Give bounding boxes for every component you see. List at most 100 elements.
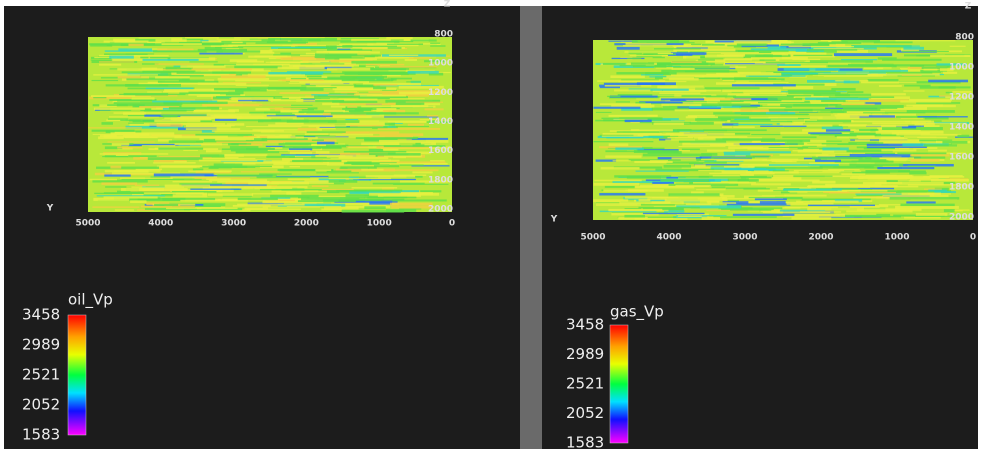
- texture: [743, 195, 776, 199]
- texture: [101, 122, 113, 125]
- texture: [121, 143, 190, 147]
- texture: [152, 100, 218, 103]
- texture: [249, 111, 293, 114]
- texture: [387, 43, 437, 45]
- texture: [195, 207, 226, 209]
- texture: [343, 150, 407, 153]
- texture: [93, 107, 145, 110]
- texture: [835, 94, 850, 97]
- texture: [104, 174, 131, 177]
- texture: [872, 122, 926, 125]
- texture: [682, 55, 701, 59]
- texture: [854, 139, 870, 142]
- texture: [89, 43, 155, 46]
- texture: [874, 182, 944, 185]
- texture: [809, 60, 873, 63]
- texture: [821, 99, 846, 103]
- texture: [420, 190, 442, 193]
- texture: [407, 70, 439, 74]
- texture: [164, 184, 233, 188]
- texture: [605, 155, 642, 158]
- texture: [387, 77, 412, 80]
- texture: [716, 82, 774, 85]
- texture: [899, 67, 911, 70]
- texture: [129, 123, 171, 126]
- texture: [920, 125, 940, 128]
- texture: [347, 145, 392, 149]
- texture: [311, 156, 339, 159]
- texture: [235, 84, 269, 86]
- texture: [238, 143, 263, 146]
- texture: [855, 193, 911, 195]
- texture: [278, 142, 312, 146]
- texture: [225, 93, 241, 96]
- texture: [318, 86, 354, 88]
- texture: [878, 204, 905, 206]
- texture: [235, 89, 267, 92]
- texture: [689, 103, 751, 107]
- texture: [385, 38, 429, 42]
- texture: [834, 199, 863, 202]
- texture: [723, 61, 763, 65]
- texture: [743, 188, 770, 190]
- texture: [631, 40, 680, 43]
- texture: [711, 186, 726, 188]
- texture: [863, 67, 884, 70]
- texture: [430, 42, 441, 44]
- texture: [668, 183, 739, 186]
- texture: [655, 168, 715, 172]
- texture: [611, 104, 655, 108]
- texture: [733, 126, 755, 129]
- texture: [843, 80, 860, 84]
- texture: [222, 154, 268, 157]
- texture: [274, 107, 291, 111]
- texture: [328, 177, 392, 180]
- texture: [779, 154, 829, 156]
- texture: [619, 201, 684, 205]
- texture: [339, 58, 377, 61]
- texture: [833, 53, 893, 57]
- texture: [99, 61, 135, 63]
- texture: [237, 197, 278, 201]
- texture: [928, 149, 947, 152]
- texture: [361, 168, 384, 171]
- texture: [354, 93, 406, 97]
- texture: [340, 166, 377, 169]
- texture: [732, 109, 800, 113]
- texture: [886, 180, 909, 183]
- texture: [942, 71, 958, 74]
- texture: [952, 90, 972, 94]
- texture: [787, 89, 836, 92]
- texture: [833, 166, 871, 168]
- texture: [179, 91, 244, 95]
- texture: [118, 48, 153, 52]
- z-label: Z: [444, 0, 451, 10]
- texture: [99, 109, 132, 111]
- texture: [807, 49, 858, 51]
- texture: [878, 130, 921, 132]
- texture: [815, 159, 841, 162]
- texture: [837, 190, 898, 192]
- texture: [639, 101, 694, 104]
- texture: [866, 146, 927, 149]
- distance-tick-label: 0: [449, 219, 455, 229]
- texture: [711, 157, 755, 159]
- texture: [675, 184, 711, 187]
- texture: [406, 81, 421, 83]
- texture: [837, 143, 889, 145]
- texture: [786, 202, 834, 205]
- texture: [280, 154, 339, 156]
- texture: [893, 64, 951, 67]
- texture: [156, 124, 183, 127]
- texture: [379, 161, 446, 164]
- texture: [278, 79, 324, 81]
- texture: [788, 45, 854, 48]
- texture: [908, 98, 952, 102]
- texture: [923, 188, 942, 190]
- texture: [288, 82, 344, 84]
- texture: [707, 202, 737, 204]
- texture: [901, 74, 922, 76]
- texture: [603, 189, 648, 192]
- texture: [729, 209, 772, 211]
- texture: [882, 58, 942, 61]
